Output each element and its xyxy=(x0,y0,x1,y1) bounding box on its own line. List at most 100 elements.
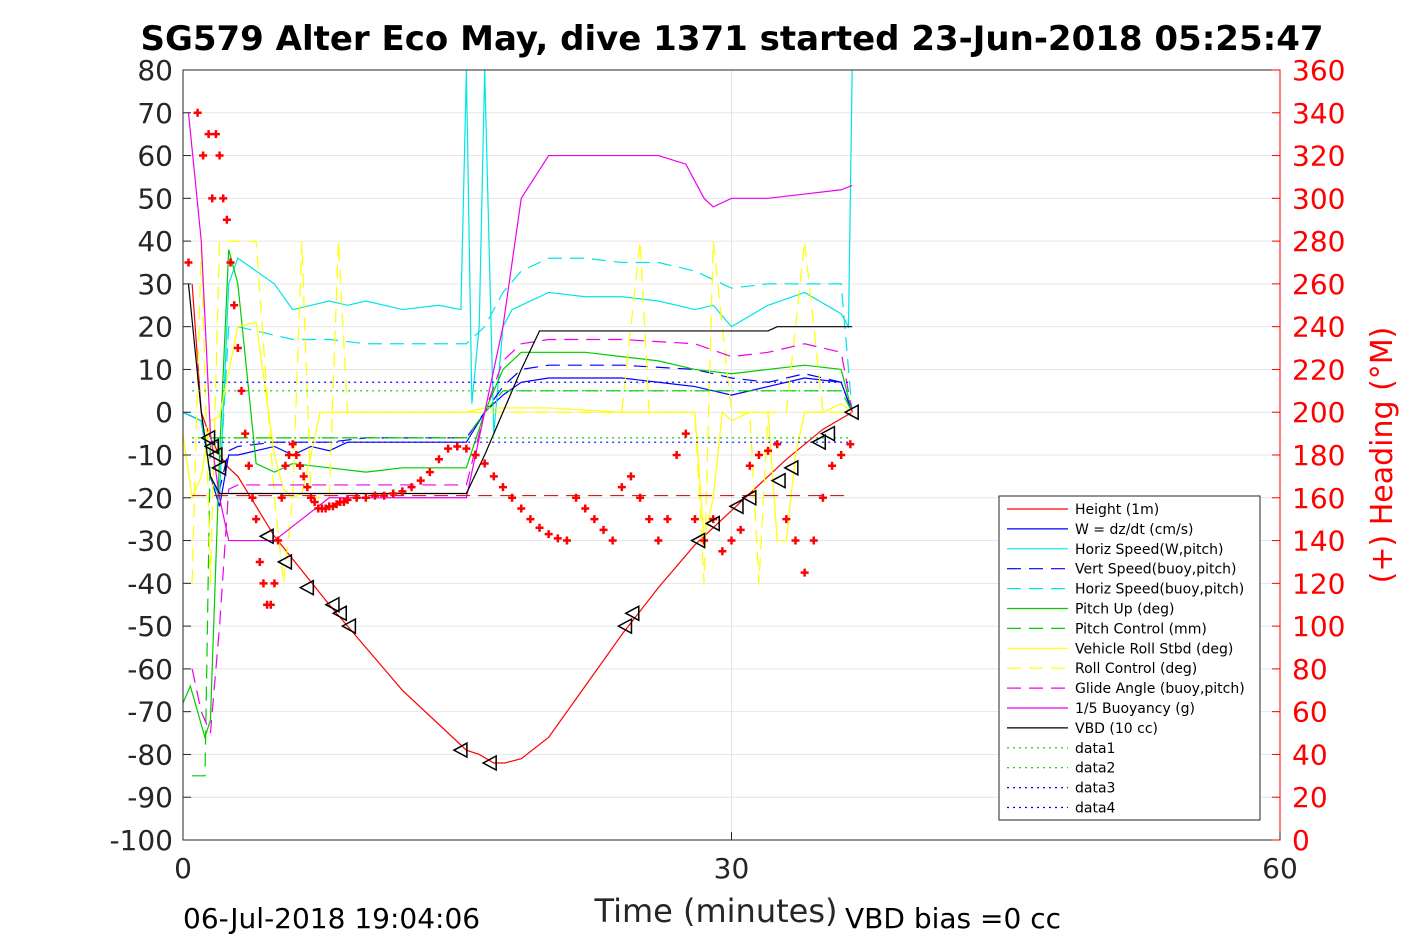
right-tick-label: 200 xyxy=(1292,396,1345,429)
heading-point xyxy=(222,215,231,224)
heading-point xyxy=(398,487,407,496)
triangle-marker xyxy=(324,596,340,613)
legend-entry: data1 xyxy=(1075,741,1115,757)
heading-point xyxy=(745,461,754,470)
left-tick-label: 50 xyxy=(137,182,173,215)
left-tick-label: -50 xyxy=(127,610,173,643)
left-tick-label: -40 xyxy=(127,567,173,600)
heading-point xyxy=(211,130,220,139)
heading-point xyxy=(773,440,782,449)
heading-point xyxy=(352,493,361,502)
heading-point xyxy=(444,444,453,453)
heading-point xyxy=(389,489,398,498)
heading-point xyxy=(288,440,297,449)
triangle-marker xyxy=(331,605,347,622)
triangle-marker xyxy=(210,459,227,477)
heading-point xyxy=(645,515,654,524)
heading-point xyxy=(204,130,213,139)
heading-point xyxy=(553,534,562,543)
heading-point xyxy=(274,536,283,545)
heading-point xyxy=(248,493,257,502)
legend-entry: Roll Control (deg) xyxy=(1075,661,1197,677)
triangle-marker xyxy=(452,741,468,759)
heading-point xyxy=(434,455,443,464)
triangle-marker xyxy=(624,605,640,622)
heading-point xyxy=(361,493,370,502)
triangle-marker xyxy=(340,617,357,635)
left-tick-label: 30 xyxy=(137,268,173,301)
right-tick-label: 320 xyxy=(1292,140,1345,173)
heading-point xyxy=(754,451,763,459)
heading-point xyxy=(764,446,773,455)
heading-point xyxy=(296,461,305,470)
heading-point xyxy=(718,547,727,556)
heading-point xyxy=(809,536,818,545)
chart-title: SG579 Alter Eco May, dive 1371 started 2… xyxy=(140,19,1323,59)
series-line-5 xyxy=(182,249,853,740)
series-line-0 xyxy=(191,283,853,764)
heading-point xyxy=(599,525,608,534)
heading-point xyxy=(590,515,599,524)
left-tick-label: 20 xyxy=(137,311,173,344)
heading-point xyxy=(407,483,416,492)
heading-point xyxy=(255,557,264,566)
heading-point xyxy=(672,451,681,459)
heading-point xyxy=(343,495,352,504)
heading-point xyxy=(252,515,261,524)
legend-entry: Vehicle Roll Stbd (deg) xyxy=(1075,641,1233,657)
left-tick-label: 0 xyxy=(155,396,173,429)
triangle-marker xyxy=(819,425,836,442)
heading-point xyxy=(782,515,791,524)
heading-point xyxy=(453,442,462,451)
triangle-marker xyxy=(690,532,706,549)
triangle-marker xyxy=(276,553,293,571)
heading-point xyxy=(517,504,526,513)
heading-point xyxy=(184,258,193,267)
triangle-marker xyxy=(810,433,827,451)
heading-point xyxy=(535,523,544,532)
heading-point xyxy=(215,151,224,160)
heading-point xyxy=(617,483,626,492)
legend-entry: W = dz/dt (cm/s) xyxy=(1075,522,1194,538)
legend-entry: Glide Angle (buoy,pitch) xyxy=(1075,681,1245,697)
triangle-marker xyxy=(200,429,216,447)
heading-point xyxy=(219,194,228,203)
heading-point xyxy=(380,491,389,500)
series-line-4 xyxy=(182,257,853,491)
heading-point xyxy=(508,493,517,502)
heading-point xyxy=(636,493,645,502)
right-tick-label: 80 xyxy=(1292,653,1328,686)
x-axis: 0 30 60 xyxy=(174,832,1298,885)
heading-point xyxy=(244,461,253,470)
legend-box xyxy=(998,495,1261,821)
right-tick-label: 260 xyxy=(1292,268,1345,301)
right-axis: 3603403203002802602402202001801601401201… xyxy=(1272,54,1345,857)
x-axis-label: Time (minutes) xyxy=(594,892,838,930)
right-tick-label: 280 xyxy=(1292,225,1345,258)
legend-entry: VBD (10 cc) xyxy=(1075,721,1158,737)
series-line-9 xyxy=(191,338,853,734)
heading-point xyxy=(277,493,286,502)
x-tick-label: 60 xyxy=(1262,852,1298,885)
heading-point xyxy=(480,459,489,468)
heading-point xyxy=(230,301,239,310)
left-tick-label: -10 xyxy=(127,439,173,472)
triangle-marker xyxy=(207,446,223,464)
triangle-marker xyxy=(783,459,799,477)
heading-point xyxy=(285,451,294,459)
series-line-2 xyxy=(182,69,853,499)
heading-point xyxy=(818,493,827,502)
triangle-marker xyxy=(770,472,786,489)
heading-point xyxy=(608,536,617,545)
triangle-marker xyxy=(704,515,720,532)
footer-timestamp: 06-Jul-2018 19:04:06 xyxy=(183,902,480,935)
left-tick-label: -20 xyxy=(127,482,173,515)
heading-point xyxy=(303,483,312,492)
right-tick-label: 220 xyxy=(1292,353,1345,386)
heading-point xyxy=(270,579,279,588)
left-tick-label: -60 xyxy=(127,653,173,686)
heading-point xyxy=(828,461,837,470)
heading-point xyxy=(791,536,800,545)
legend-entry: data3 xyxy=(1075,781,1115,797)
heading-point xyxy=(425,468,434,477)
